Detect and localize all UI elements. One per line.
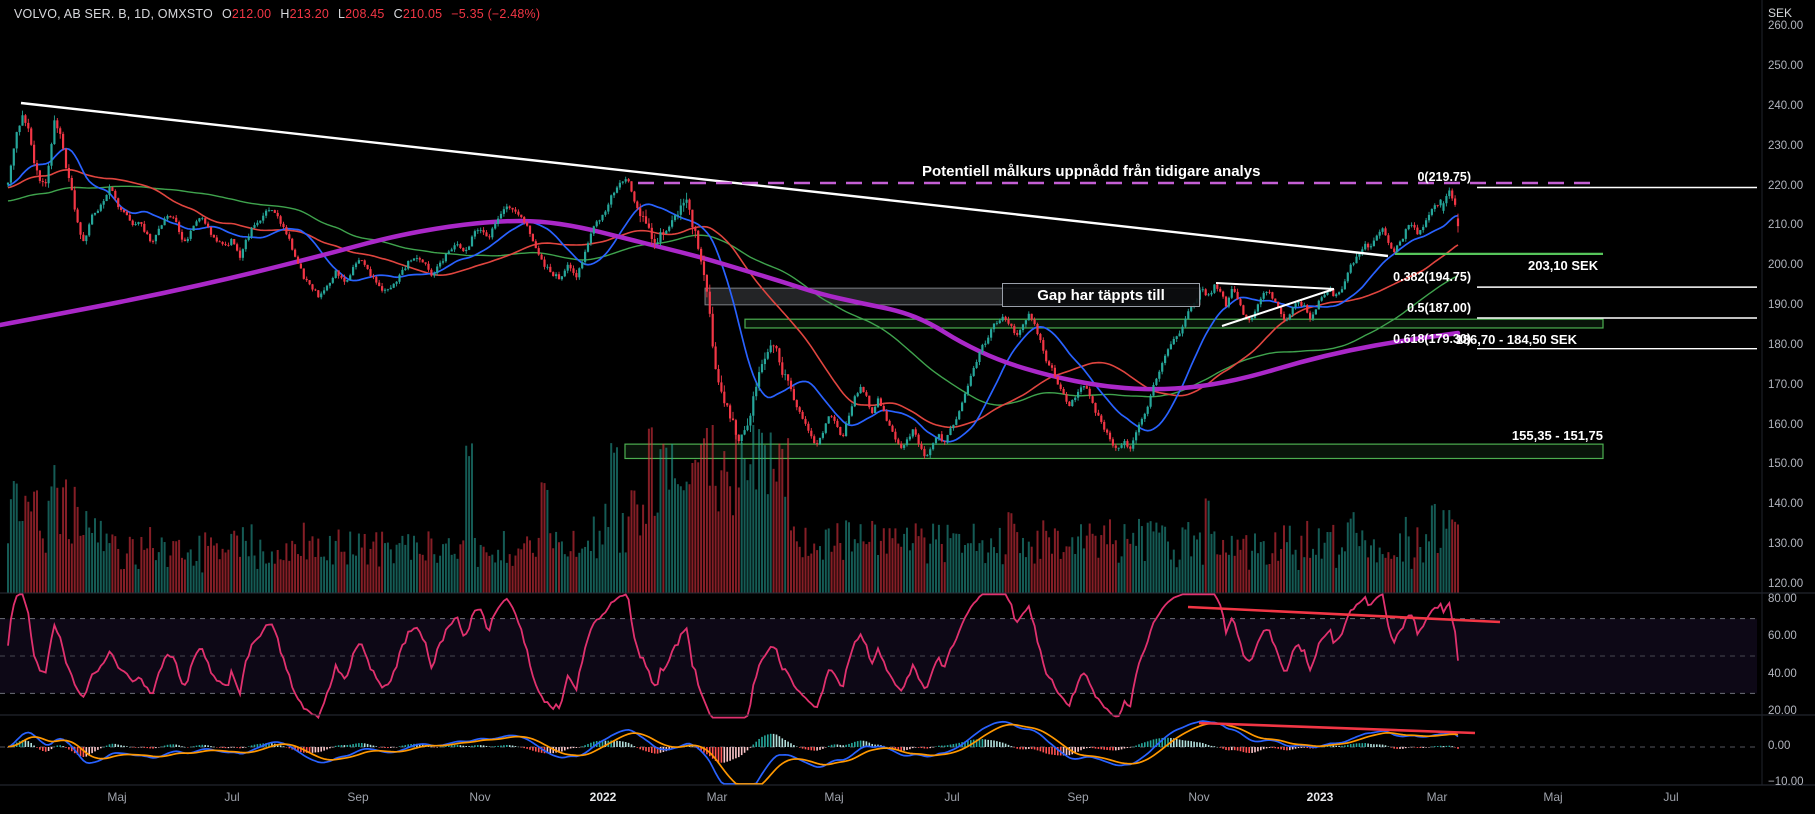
symbol-title[interactable]: VOLVO, AB SER. B, 1D, OMXSTO [14, 7, 213, 21]
price-tick-label: 140.00 [1768, 498, 1804, 511]
rsi-tick-label: 80.00 [1768, 593, 1797, 605]
currency-label: SEK [1768, 6, 1793, 20]
time-tick-label: Sep [1067, 790, 1089, 804]
price-tick-label: 210.00 [1768, 219, 1804, 232]
high-value: 213.20 [289, 7, 329, 21]
macd-trendline [1198, 721, 1476, 735]
price-tick-label: 190.00 [1768, 299, 1804, 312]
candles-layer [6, 110, 1460, 460]
ma200-line [0, 218, 1461, 392]
time-tick-label: Nov [469, 790, 491, 804]
support-zone-mid [744, 318, 1604, 329]
high-label: H [280, 7, 290, 21]
moving-averages-layer [0, 147, 1461, 443]
macd-tick-label: 0.00 [1768, 740, 1791, 752]
triangle-top-line [1215, 282, 1335, 290]
drawings-layer[interactable] [20, 101, 1757, 350]
time-tick-label: Mar [706, 790, 728, 804]
ma100-line [7, 185, 1459, 406]
time-tick-label: Maj [824, 790, 844, 804]
fib-label-2[interactable]: 0.5(187.00) [1407, 301, 1471, 315]
time-tick-label: Jul [944, 790, 960, 804]
fib-label-0[interactable]: 0(219.75) [1417, 170, 1471, 185]
low-value: 208.45 [345, 7, 385, 21]
price-tick-label: 130.00 [1768, 538, 1804, 551]
change-value: −5.35 (−2.48%) [451, 7, 541, 21]
close-label: C [393, 7, 403, 21]
price-tick-label: 230.00 [1768, 139, 1804, 152]
price-tick-label: 260.00 [1768, 20, 1804, 33]
price-tick-label: 240.00 [1768, 99, 1804, 112]
macd-pane-layer [0, 720, 1757, 785]
price-tick-label: 170.00 [1768, 378, 1804, 391]
triangle-bottom-line [1221, 288, 1335, 327]
time-tick-label: Mar [1426, 790, 1448, 804]
close-value: 210.05 [402, 7, 443, 21]
target-annotation-text[interactable]: Potentiell målkurs uppnådd från tidigare… [922, 163, 1261, 180]
rsi-line [7, 593, 1459, 720]
fib-label-3[interactable]: 0.618(179.30) [1393, 331, 1471, 346]
price-tick-label: 250.00 [1768, 59, 1804, 72]
main-descending-trendline [20, 101, 1389, 258]
time-tick-label: Sep [347, 790, 369, 804]
open-label: O [221, 7, 232, 21]
time-tick-label: 2023 [1306, 790, 1334, 804]
rsi-tick-label: 60.00 [1768, 630, 1797, 643]
rsi-tick-label: 20.00 [1768, 705, 1797, 717]
price-tick-label: 180.00 [1768, 338, 1804, 351]
volume-layer [7, 425, 1459, 593]
price-tick-label: 160.00 [1768, 418, 1804, 431]
macd-tick-label: −10.00 [1768, 776, 1804, 788]
rsi-trendline [1187, 605, 1501, 624]
price-tick-label: 220.00 [1768, 179, 1804, 192]
ma50-line [7, 169, 1459, 429]
price-tick-label: 120.00 [1768, 578, 1804, 590]
open-value: 212.00 [231, 7, 272, 21]
price-tick-label: 200.00 [1768, 259, 1804, 272]
zone-low-price-label[interactable]: 155,35 - 151,75 [1511, 428, 1603, 443]
time-tick-label: Nov [1188, 790, 1210, 804]
time-tick-label: Maj [107, 790, 127, 804]
time-tick-label: Jul [224, 790, 240, 804]
zone-mid-price-label[interactable]: 186,70 - 184,50 SEK [1455, 331, 1577, 347]
time-tick-label: 2022 [589, 790, 617, 804]
low-label: L [338, 7, 346, 21]
time-tick-label: Maj [1543, 790, 1563, 804]
time-tick-label: Jul [1663, 790, 1679, 804]
resistance-price-label[interactable]: 203,10 SEK [1528, 257, 1599, 273]
gap-annotation-box[interactable]: Gap har täppts till [1002, 283, 1200, 307]
rsi-pane-layer [0, 593, 1757, 720]
price-tick-label: 150.00 [1768, 458, 1804, 471]
rsi-tick-label: 40.00 [1768, 667, 1797, 680]
symbol-legend[interactable]: VOLVO, AB SER. B, 1D, OMXSTO O212.00 H213.… [14, 7, 540, 21]
fib-label-1[interactable]: 0.382(194.75) [1393, 270, 1471, 285]
pane-separators [0, 0, 1815, 786]
